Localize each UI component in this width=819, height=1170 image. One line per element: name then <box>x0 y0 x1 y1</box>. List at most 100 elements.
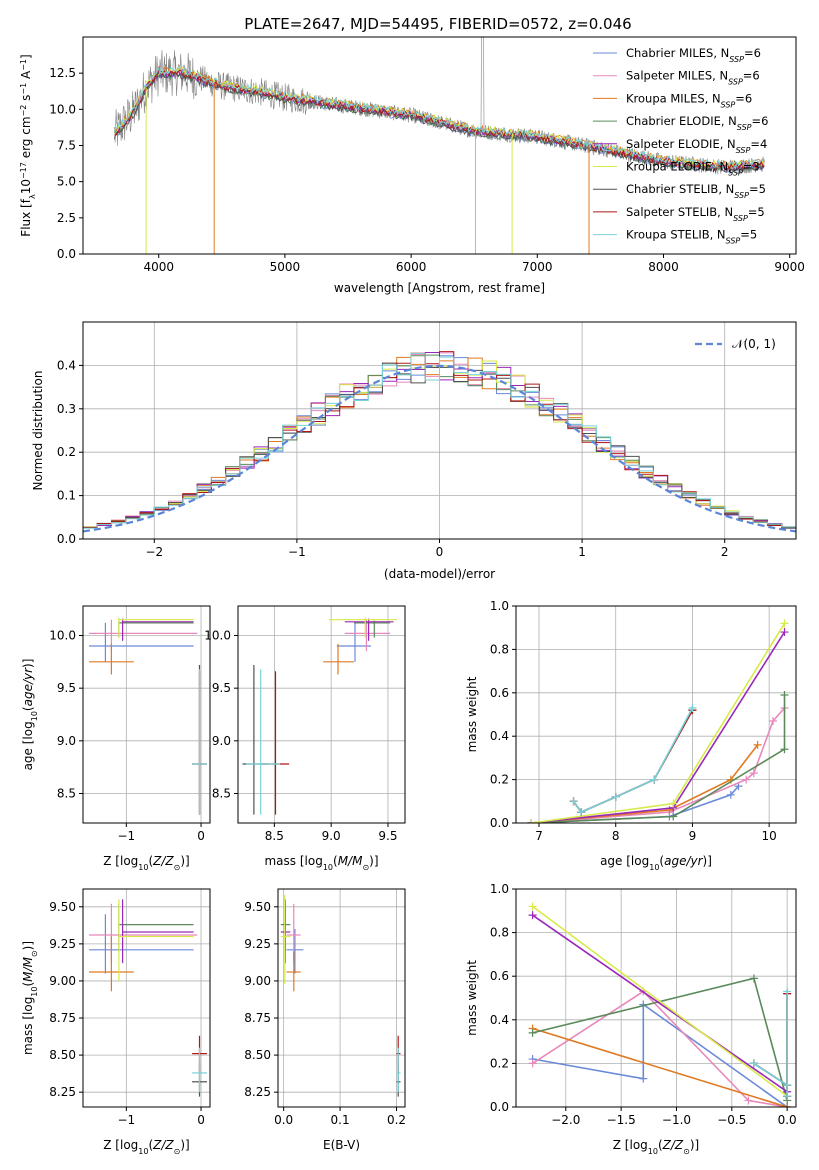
mass-vs-Z-xlabel: Z [log10(Z/Z⊙)] <box>103 1138 189 1156</box>
label-part: mass [log <box>21 997 35 1055</box>
massweight-age-marker <box>577 808 586 817</box>
mass_vs_EBV-ytick-label: 9.00 <box>244 974 271 988</box>
label-part: =4 <box>750 137 767 151</box>
massweight_vs_age-ytick-label: 0.6 <box>490 686 509 700</box>
massweight_vs_Z-axes <box>512 888 797 1111</box>
label-part: SSP <box>728 77 743 86</box>
massweight-age-line <box>531 695 786 823</box>
massweight-Z-marker <box>783 987 792 996</box>
label-part: age/yr <box>664 854 703 868</box>
massweight_vs_age-ytick-label: 1.0 <box>490 599 509 613</box>
massweight-age-line <box>531 707 786 823</box>
massweight_vs_age-xtick-label: 8 <box>612 829 620 843</box>
massweight-Z-marker <box>744 1096 753 1105</box>
age_vs_mass-frame <box>237 605 406 824</box>
spectrum-xtick-label: 7000 <box>522 260 553 274</box>
age_vs_Z-xtick-label: −1 <box>117 829 135 843</box>
label-part: s <box>19 95 33 105</box>
label-part: 10 <box>649 863 659 872</box>
massweight-Z-marker <box>528 1028 537 1037</box>
label-part: Chabrier MILES, N <box>626 46 729 60</box>
residuals-xtick-label: 2 <box>721 545 729 559</box>
mass_vs_Z-ytick-label: 8.75 <box>49 1011 76 1025</box>
mass_vs_EBV-xtick-label: 0.2 <box>387 1113 406 1127</box>
massweight-age-marker <box>527 819 536 823</box>
label-part: ( <box>658 1138 663 1152</box>
age_vs_mass-xtick-label: 9.0 <box>322 829 341 843</box>
massweight-age-marker <box>780 619 789 628</box>
mass_vs_EBV-ytick-label: 8.75 <box>244 1011 271 1025</box>
age_vs_mass-ytick-label: 9.5 <box>212 681 231 695</box>
label-part: Salpeter MILES, N <box>626 69 728 83</box>
residuals-ytick-label: 0.4 <box>57 358 76 372</box>
age_vs_mass-ytick-label: 9.0 <box>212 734 231 748</box>
label-part: 10 <box>323 863 333 872</box>
label-part: ( <box>21 982 35 987</box>
label-part: 10 <box>648 1147 658 1156</box>
residuals-ylabel: Normed distribution <box>31 371 45 491</box>
residuals-ytick-label: 0.1 <box>57 489 76 503</box>
label-part: ⊙ <box>362 863 369 872</box>
mass-vs-Z-ylabel: mass [log10(M/M⊙)] <box>21 941 39 1055</box>
massweight_vs_Z-xtick-label: −1.0 <box>662 1113 691 1127</box>
mass-vs-EBV-xlabel: E(B-V) <box>323 1138 360 1152</box>
massweight_vs_age-xtick-label: 9 <box>689 829 697 843</box>
label-part: SSP <box>728 168 743 177</box>
age_vs_mass-plot <box>242 617 397 815</box>
massweight_vs_Z-xtick-label: −2.0 <box>551 1113 580 1127</box>
mass_vs_Z-background <box>83 889 210 1107</box>
age_vs_mass-background <box>238 606 405 823</box>
massweight-age-marker <box>650 775 659 784</box>
label-part: age [log <box>21 721 35 770</box>
gaussian-curve <box>83 364 796 533</box>
massweight-age-marker <box>780 690 789 699</box>
label-part: ⊙ <box>683 1147 690 1156</box>
massweight_vs_Z-ytick-label: 0.6 <box>490 969 509 983</box>
residuals-ytick-label: 0.3 <box>57 402 76 416</box>
label-part: SSP <box>726 236 741 245</box>
massweight-Z-marker <box>528 911 537 920</box>
label-part: 10 <box>19 179 33 194</box>
legend-label: Chabrier ELODIE, NSSP=6 <box>626 114 768 132</box>
mass_vs_Z-ytick-label: 9.50 <box>49 900 76 914</box>
label-part: =5 <box>749 182 766 196</box>
massweight-age-line <box>531 744 759 823</box>
massweight_vs_age-ytick-label: 0.4 <box>490 729 509 743</box>
label-part: ( <box>21 706 35 711</box>
label-part: 10 <box>30 711 39 721</box>
age_vs_mass-xtick-label: 8.5 <box>265 829 284 843</box>
spectrum-ytick-label: 2.5 <box>57 211 76 225</box>
label-part: M/M <box>21 956 35 981</box>
residuals-xtick-label: 0 <box>436 545 444 559</box>
label-part: Z/Z <box>152 1138 174 1152</box>
age_vs_Z-plot <box>89 617 207 815</box>
label-part: SSP <box>737 123 752 132</box>
spectrum-ytick-label: 0.0 <box>57 247 76 261</box>
spectrum-plot <box>114 37 765 254</box>
label-part: Salpeter ELODIE, N <box>626 137 736 151</box>
age_vs_mass-ytick-label: 10.0 <box>204 628 231 642</box>
massweight_vs_Z-frame <box>515 888 797 1108</box>
label-part: Z [log <box>613 1138 648 1152</box>
legend-label: Salpeter STELIB, NSSP=5 <box>626 205 765 223</box>
spectrum-ytick-label: 7.5 <box>57 139 76 153</box>
residuals-axes <box>79 321 797 543</box>
label-part: SSP <box>721 100 736 109</box>
label-part: ( <box>659 854 664 868</box>
label-part: Kroupa ELODIE, N <box>626 160 728 174</box>
mass_vs_Z-frame <box>82 888 211 1108</box>
label-part: age [log <box>600 854 649 868</box>
label-part: Salpeter STELIB, N <box>626 205 733 219</box>
mass_vs_EBV-axes <box>274 888 406 1111</box>
label-part: ⊙ <box>174 863 181 872</box>
label-part: Z/Z <box>152 854 174 868</box>
massweight-Z-ylabel: mass weight <box>465 960 479 1036</box>
spectrum-ytick-label: 5.0 <box>57 175 76 189</box>
label-part: −17 <box>19 162 28 179</box>
massweight-age-marker <box>742 775 751 784</box>
massweight_vs_Z-ytick-label: 0.8 <box>490 926 509 940</box>
spectrum-xtick-label: 8000 <box>648 260 679 274</box>
massweight-age-marker <box>611 792 620 801</box>
label-part: =6 <box>743 69 760 83</box>
